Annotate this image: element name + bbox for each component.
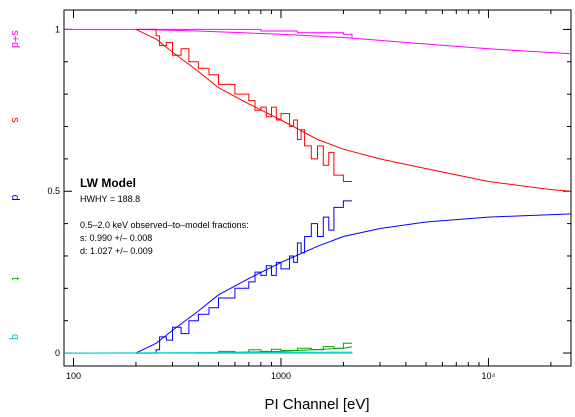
- annotation-d-fraction: d: 1.027 +/– 0.009: [80, 246, 153, 256]
- series-layer: [63, 28, 572, 354]
- x-axis-title: PI Channel [eV]: [264, 396, 369, 413]
- side-label-t: t: [9, 277, 21, 280]
- y-tick-label: 0.5: [47, 186, 60, 196]
- observed-step-d: [135, 200, 352, 354]
- side-label-d: d: [9, 195, 21, 201]
- side-labels: s+d s d t q: [9, 30, 21, 340]
- annotation-fractions-header: 0.5–2.0 keV observed–to–model fractions:: [80, 220, 249, 230]
- x-tick-label: 10⁴: [481, 371, 495, 381]
- side-label-s: s: [9, 117, 21, 123]
- side-label-q: q: [9, 334, 21, 340]
- series-d: [135, 200, 572, 354]
- series-s: [135, 28, 572, 192]
- series-q: [63, 351, 353, 354]
- side-label-s+d: s+d: [9, 30, 21, 48]
- y-tick-label: 1: [55, 24, 60, 34]
- annotation-s-fraction: s: 0.990 +/– 0.008: [80, 233, 152, 243]
- x-tick-label: 1000: [271, 371, 291, 381]
- x-tick-label: 100: [66, 371, 81, 381]
- annotation: LW Model HWHY = 188.8 0.5–2.0 keV observ…: [80, 176, 249, 256]
- y-tick-label: 0: [55, 348, 60, 358]
- plot-frame: [63, 9, 572, 367]
- observed-step-q: [64, 352, 353, 354]
- axis-ticks: 100 1000 10⁴ 0 0.5 1: [47, 10, 571, 381]
- annotation-hwhm: HWHY = 188.8: [80, 194, 140, 204]
- annotation-title: LW Model: [80, 176, 136, 190]
- observed-step-s: [135, 28, 352, 182]
- observed-step-s+d: [135, 28, 353, 38]
